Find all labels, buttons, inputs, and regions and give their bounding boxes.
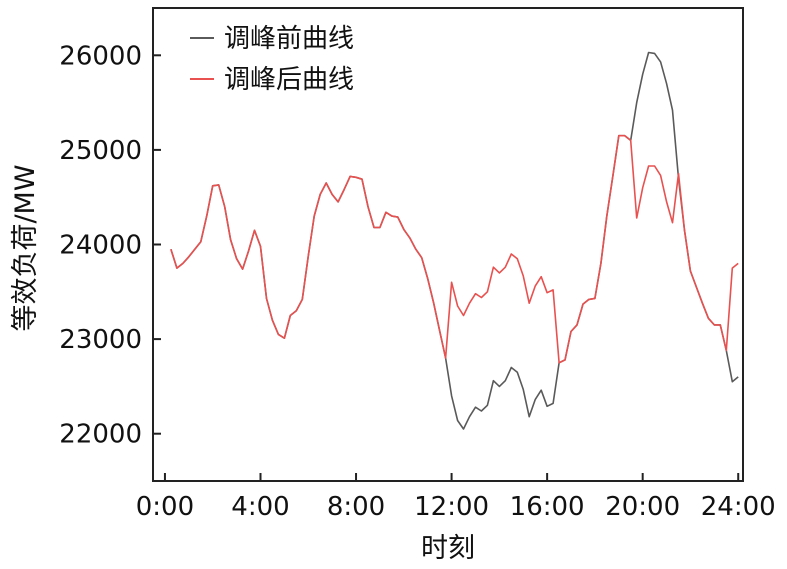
x-tick-label: 12:00 [414,492,489,522]
x-tick-label: 4:00 [231,492,289,522]
y-tick-label: 26000 [59,41,142,71]
x-tick-label: 20:00 [605,492,680,522]
x-tick-label: 16:00 [510,492,585,522]
legend-label-before: 调峰前曲线 [224,24,354,54]
y-axis-ticks: 22000 23000 24000 25000 26000 [59,41,161,450]
x-tick-label: 24:00 [701,492,776,522]
series-lines [170,51,739,430]
y-axis-title: 等效负荷/MW [10,164,41,331]
x-tick-label: 0:00 [136,492,194,522]
y-tick-label: 25000 [59,136,142,166]
y-tick-label: 23000 [59,325,142,355]
x-axis-title: 时刻 [421,533,475,564]
x-tick-label: 8:00 [327,492,385,522]
x-axis-ticks: 0:00 4:00 8:00 12:00 16:00 20:00 24:00 [136,473,776,522]
y-tick-label: 24000 [59,231,142,261]
series-line-before [170,51,739,430]
legend-label-after: 调峰后曲线 [224,65,354,95]
series-line-after [170,134,739,364]
y-tick-label: 22000 [59,420,142,450]
legend: 调峰前曲线 调峰后曲线 [190,24,354,95]
